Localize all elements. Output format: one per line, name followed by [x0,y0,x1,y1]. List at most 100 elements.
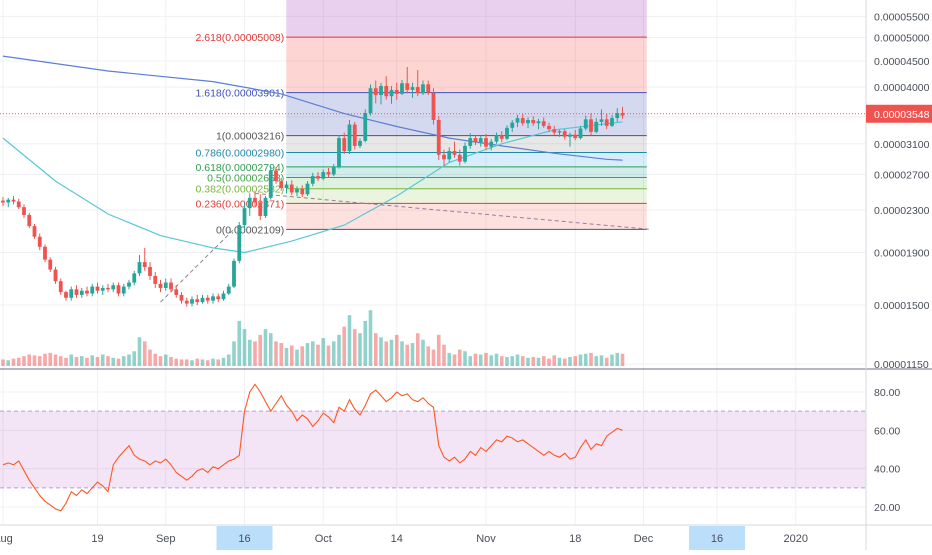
price-tick-label: 0.00005500 [874,11,930,23]
candle-body [100,287,105,291]
rsi-band [0,411,866,488]
volume-bar [106,356,110,366]
candle-body [48,259,53,270]
volume-bar [431,349,436,366]
candle-body [195,299,200,303]
volume-bar [515,354,520,366]
volume-bar [100,354,105,366]
candle-body [394,89,399,94]
candle-body [179,294,184,301]
volume-bar [389,339,394,366]
candle-body [363,113,368,141]
volume-bar [69,354,74,366]
volume-bar [331,341,336,366]
ma-short-line [2,121,623,254]
candle-body [121,286,126,294]
candle-body [289,184,294,193]
candle-body [415,87,420,94]
volume-bar [400,341,404,366]
volume-bar [594,356,599,366]
volume-bar [169,356,173,366]
volume-bar [347,315,352,366]
candle-body [583,119,588,129]
candle-body [520,118,525,124]
candle-body [368,88,373,114]
volume-bar [158,356,163,366]
candle-body [620,113,625,116]
candle-body [69,289,74,298]
candle-body [568,134,572,137]
candle-body [163,282,168,288]
candle-body [610,118,614,126]
candle-body [310,176,315,184]
volume-bar [457,349,462,366]
fib-level-label: 1(0.00003216) [216,131,284,143]
volume-bar [478,354,483,366]
candle-body [27,214,32,227]
candle-body [536,121,541,124]
volume-bar [599,355,604,366]
volume-bar [253,341,257,366]
candle-body [216,296,221,300]
volume-bar [195,358,200,366]
fib-zone [286,166,647,178]
volume-bar [531,356,536,366]
volume-bar [289,345,294,366]
volume-bar [179,359,184,366]
price-tick-label: 0.00002300 [874,205,930,217]
volume-bar [137,337,142,366]
volume-bar [368,310,373,366]
volume-bar [132,351,137,366]
volume-bar [32,355,37,366]
volume-bar [279,343,284,366]
fib-level-label: 0.382(0.00002532) [196,184,285,196]
candle-body [321,171,326,179]
volume-bar [27,354,32,366]
volume-bar [48,352,53,366]
candle-body [22,207,26,215]
fib-zone [286,203,647,230]
volume-bar [363,320,368,366]
volume-bar [421,339,425,366]
volume-bar [258,334,263,366]
candle-body [43,246,47,260]
candle-body [279,181,284,189]
price-tick-label: 0.00003100 [874,139,930,151]
candle-body [478,138,483,143]
fib-retracement-tool[interactable]: 2.618(0.00005008) 1.618(0.00003901) 1(0.00… [196,0,647,236]
volume-bar [284,347,289,366]
trend-lines[interactable] [160,192,649,303]
fib-zone [286,188,647,204]
candle-body [127,282,131,287]
volume-bar [310,341,315,366]
candle-body [489,141,494,147]
price-tick-label: 0.00005000 [874,33,930,45]
price-candles [0,66,866,307]
candle-body [148,267,152,276]
candle-body [578,128,583,139]
volume-bar [326,345,331,366]
volume-bar [295,349,299,366]
volume-bar [468,356,473,366]
candle-body [599,119,604,122]
time-tick-label: Aug [0,533,13,545]
candle-body [79,290,84,295]
volume-bar [541,356,546,366]
volume-bar [90,355,95,366]
candle-body [494,135,499,142]
volume-bar [578,354,583,366]
volume-bar [410,343,415,366]
volume-bar [211,358,215,366]
volume-bar [562,358,567,366]
volume-bar [342,326,347,366]
price-tick-label: 0.00001900 [874,248,930,260]
candle-body [221,293,226,300]
candle-body [373,88,378,96]
ma-long-line [2,55,623,161]
candle-body [305,183,310,195]
candle-body [274,170,278,182]
candle-body [169,282,173,290]
volume-bar [379,337,383,366]
candle-body [457,154,462,162]
volume-bar [447,352,452,366]
